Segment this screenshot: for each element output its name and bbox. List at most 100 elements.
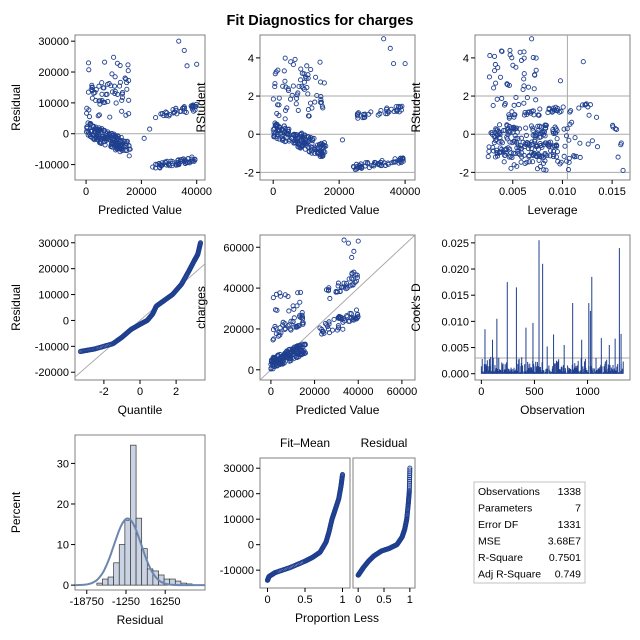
data-point xyxy=(89,85,95,91)
data-point xyxy=(523,132,529,138)
data-point xyxy=(491,53,498,59)
y-tick-label: 4 xyxy=(463,53,469,65)
data-point xyxy=(283,107,289,113)
data-point xyxy=(618,142,624,148)
data-point xyxy=(540,160,547,166)
data-point xyxy=(288,59,294,65)
data-point xyxy=(297,289,304,295)
data-point xyxy=(114,137,120,143)
data-point xyxy=(300,348,306,354)
data-point xyxy=(518,57,525,63)
data-point xyxy=(188,103,194,109)
data-point xyxy=(294,92,300,98)
data-point xyxy=(96,112,102,118)
data-point xyxy=(522,109,528,116)
histogram-bar xyxy=(96,582,103,586)
histogram-bar xyxy=(118,544,126,586)
data-point xyxy=(104,133,110,139)
data-point xyxy=(141,135,147,141)
data-point xyxy=(100,99,106,105)
data-point xyxy=(354,166,360,172)
data-point xyxy=(123,76,129,82)
data-point xyxy=(289,347,295,353)
data-point xyxy=(291,315,297,321)
data-point xyxy=(284,105,290,111)
data-point xyxy=(565,167,572,173)
x-tick-label: -2 xyxy=(99,386,109,398)
plot-frame xyxy=(474,34,631,181)
data-point xyxy=(495,129,501,135)
data-point xyxy=(577,154,583,161)
data-point xyxy=(282,125,288,131)
plot-frame xyxy=(259,457,351,589)
data-point xyxy=(499,146,505,152)
data-point xyxy=(317,325,323,331)
data-point xyxy=(282,55,288,61)
data-point xyxy=(278,356,284,362)
data-point xyxy=(297,299,303,305)
data-point xyxy=(561,153,567,159)
data-point xyxy=(183,159,189,165)
diagnostic-panels: 0 20000 40000-100000100002000030000Predict… xyxy=(9,34,631,627)
data-point xyxy=(287,353,293,359)
data-point xyxy=(567,121,573,127)
y-tick-label: 20000 xyxy=(223,489,254,501)
data-point xyxy=(92,89,98,96)
data-point xyxy=(555,158,561,164)
data-point xyxy=(499,95,505,102)
data-point xyxy=(291,351,297,358)
data-point xyxy=(515,136,521,142)
plot-area xyxy=(75,38,205,171)
data-point xyxy=(362,114,368,120)
y-axis-label: Residual xyxy=(9,84,23,131)
data-point xyxy=(530,132,536,138)
data-point xyxy=(86,67,92,73)
data-point xyxy=(181,47,187,53)
plot-frame xyxy=(74,34,206,181)
data-point xyxy=(285,132,291,138)
data-point xyxy=(282,78,288,84)
rf-spread-plot: Fit–Mean 0 0.5 1 Residual 0 0.5 1 -10000 0 10000 20… xyxy=(220,436,416,625)
data-point xyxy=(114,60,120,66)
data-point xyxy=(486,144,492,150)
data-point xyxy=(529,141,535,148)
data-point xyxy=(299,70,305,76)
data-point xyxy=(511,162,517,168)
data-point xyxy=(290,83,296,89)
data-point xyxy=(385,161,391,167)
plot-area xyxy=(475,35,630,180)
data-point xyxy=(306,149,312,155)
histogram-bar xyxy=(130,444,137,586)
data-point xyxy=(353,316,359,322)
data-point xyxy=(280,322,286,328)
data-point xyxy=(354,164,360,170)
data-point xyxy=(314,92,320,99)
x-tick-label: 0 xyxy=(137,386,143,398)
x-tick-label: 20000 xyxy=(299,386,330,398)
data-point xyxy=(286,308,292,314)
data-point xyxy=(511,112,517,118)
x-tick-label: 0 xyxy=(264,594,270,606)
data-point xyxy=(507,128,513,134)
y-tick-label: 30000 xyxy=(38,238,69,250)
data-point xyxy=(85,120,91,126)
x-tick-label: 0 xyxy=(268,386,274,398)
histogram-bar xyxy=(102,578,109,586)
data-point xyxy=(91,90,97,96)
data-point xyxy=(542,123,549,129)
y-tick-label: 10000 xyxy=(38,290,69,302)
data-point xyxy=(299,314,306,320)
data-point xyxy=(537,123,543,129)
data-point xyxy=(500,128,507,134)
data-point xyxy=(307,100,314,106)
data-point xyxy=(492,138,499,144)
data-point xyxy=(381,36,387,42)
plot-frame xyxy=(259,34,416,181)
data-point xyxy=(514,129,520,135)
x-tick-label: 0.010 xyxy=(549,186,577,198)
data-point xyxy=(271,360,277,366)
data-point xyxy=(174,162,180,168)
data-point xyxy=(294,136,301,142)
data-point xyxy=(310,146,316,152)
data-point xyxy=(533,55,539,61)
